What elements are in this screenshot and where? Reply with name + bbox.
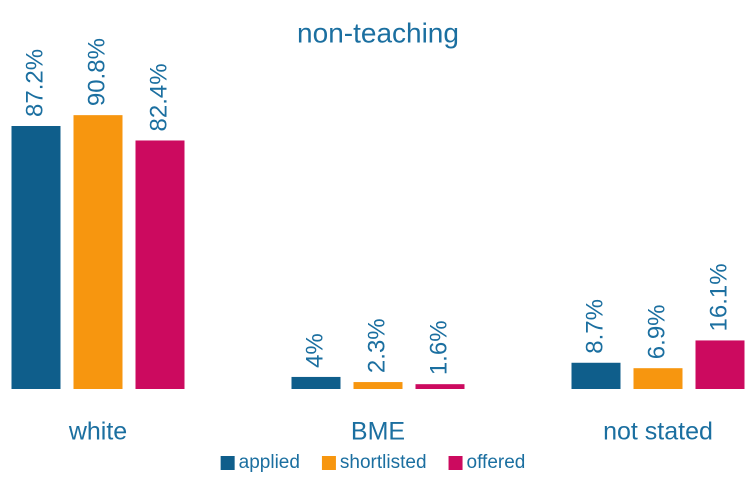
data-label: 82.4% <box>145 63 172 131</box>
bar <box>11 126 61 390</box>
legend-label: offered <box>467 452 526 473</box>
legend-swatch <box>321 456 336 470</box>
chart-title: non-teaching <box>297 17 459 48</box>
bar <box>291 376 341 389</box>
legend-swatch <box>220 456 235 470</box>
data-label: 2.3% <box>363 318 390 373</box>
bar <box>73 115 123 389</box>
legend-label: applied <box>239 452 300 473</box>
data-label: 1.6% <box>425 320 452 375</box>
x-tick-label: white <box>68 418 127 446</box>
data-label: 90.8% <box>83 38 110 106</box>
data-label: 4% <box>301 333 328 368</box>
x-tick-label: not stated <box>603 418 713 446</box>
x-tick-label: BME <box>351 418 405 446</box>
bar <box>415 384 465 389</box>
bar <box>571 362 621 389</box>
data-label: 87.2% <box>21 49 48 117</box>
bar <box>633 368 683 389</box>
legend-swatch <box>448 456 463 470</box>
data-label: 6.9% <box>643 304 670 359</box>
data-label: 16.1% <box>705 263 732 331</box>
bar <box>135 140 185 389</box>
data-label: 8.7% <box>581 299 608 354</box>
bar <box>695 340 745 389</box>
legend-label: shortlisted <box>340 452 427 473</box>
bar <box>353 382 403 389</box>
